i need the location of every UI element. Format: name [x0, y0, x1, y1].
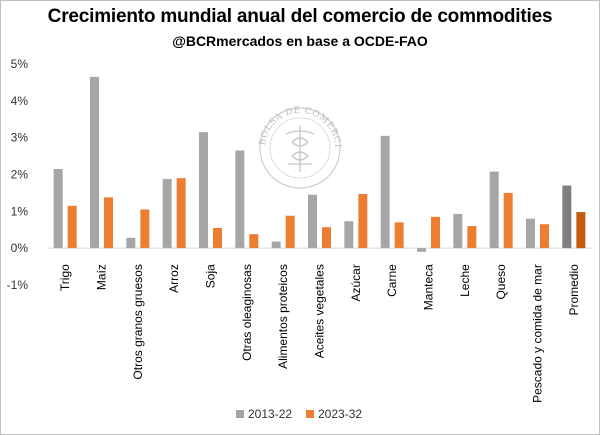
- bar-2023-32-Manteca: [431, 216, 440, 249]
- bar-2023-32-Queso: [503, 192, 513, 249]
- y-tick-label: 5%: [11, 57, 29, 71]
- bar-2013-22-Pescado y comida de mar: [526, 218, 535, 249]
- watermark-text: BOLSA DE COMERCIO DE ROSARIO: [0, 0, 342, 148]
- x-category-label: Queso: [494, 264, 508, 300]
- x-category-label: Leche: [458, 264, 472, 297]
- watermark-seal: BOLSA DE COMERCIO DE ROSARIO: [0, 0, 342, 189]
- chart-title: Crecimiento mundial anual del comercio d…: [47, 6, 553, 27]
- bar-2013-22-Alimentos proteicos: [271, 241, 281, 249]
- bar-2013-22-Azúcar: [344, 221, 354, 249]
- bar-2023-32-Aceites vegetales: [322, 227, 331, 249]
- y-tick-label: 3%: [11, 131, 29, 145]
- y-tick-label: 4%: [11, 94, 29, 108]
- bar-2013-22-Maíz: [90, 76, 99, 249]
- bar-2023-32-Carne: [394, 222, 404, 249]
- bar-2023-32-Pescado y comida de mar: [540, 224, 549, 249]
- bar-2023-32-Otras oleaginosas: [249, 234, 259, 249]
- y-tick-label: 2%: [11, 168, 29, 182]
- x-category-label: Manteca: [422, 264, 436, 310]
- bar-2023-32-Alimentos proteicos: [285, 215, 295, 249]
- bar-2023-32-Promedio: [576, 212, 586, 249]
- bar-2013-22-Manteca: [417, 248, 426, 252]
- bar-2013-22-Arroz: [162, 178, 172, 249]
- chart-subtitle: @BCRmercados en base a OCDE-FAO: [172, 33, 428, 49]
- bar-2013-22-Aceites vegetales: [308, 194, 317, 249]
- bar-2013-22-Leche: [453, 213, 463, 249]
- bar-2023-32-Leche: [467, 226, 477, 249]
- legend-swatch-2023-32: [306, 410, 314, 418]
- legend-label-2013-22: 2013-22: [248, 407, 292, 421]
- bar-2013-22-Promedio: [562, 185, 572, 249]
- x-category-label: Azúcar: [349, 264, 363, 301]
- legend-swatch-2013-22: [236, 410, 244, 418]
- x-category-label: Otros granos gruesos: [131, 264, 145, 379]
- bar-2013-22-Otros granos gruesos: [126, 237, 136, 249]
- x-category-label: Aceites vegetales: [313, 264, 327, 358]
- x-category-label: Maíz: [95, 264, 109, 290]
- bar-2023-32-Trigo: [67, 205, 77, 249]
- x-category-label: Carne: [385, 264, 399, 297]
- bar-2023-32-Soja: [213, 227, 222, 249]
- x-category-label: Arroz: [167, 264, 181, 293]
- x-category-label: Alimentos proteicos: [276, 264, 290, 369]
- bar-2023-32-Arroz: [176, 178, 186, 249]
- legend-label-2023-32: 2023-32: [318, 407, 362, 421]
- x-category-label: Pescado y comida de mar: [531, 264, 545, 403]
- bar-2013-22-Otras oleaginosas: [235, 150, 245, 249]
- x-category-label: Otras oleaginosas: [240, 264, 254, 361]
- bar-2023-32-Maíz: [104, 197, 113, 249]
- bar-2023-32-Azúcar: [358, 194, 368, 249]
- x-category-label: Promedio: [567, 264, 581, 316]
- bar-2023-32-Otros granos gruesos: [140, 209, 150, 249]
- y-tick-label: 1%: [11, 204, 29, 218]
- x-category-label: Soja: [204, 264, 218, 288]
- bar-2013-22-Soja: [199, 132, 208, 249]
- bar-2013-22-Trigo: [53, 168, 63, 249]
- bar-2013-22-Carne: [380, 135, 390, 249]
- caduceus-icon: [285, 126, 315, 172]
- x-category-label: Trigo: [58, 264, 72, 291]
- y-tick-label: -1%: [7, 278, 29, 292]
- y-tick-label: 0%: [11, 241, 29, 255]
- bar-2013-22-Queso: [489, 171, 499, 249]
